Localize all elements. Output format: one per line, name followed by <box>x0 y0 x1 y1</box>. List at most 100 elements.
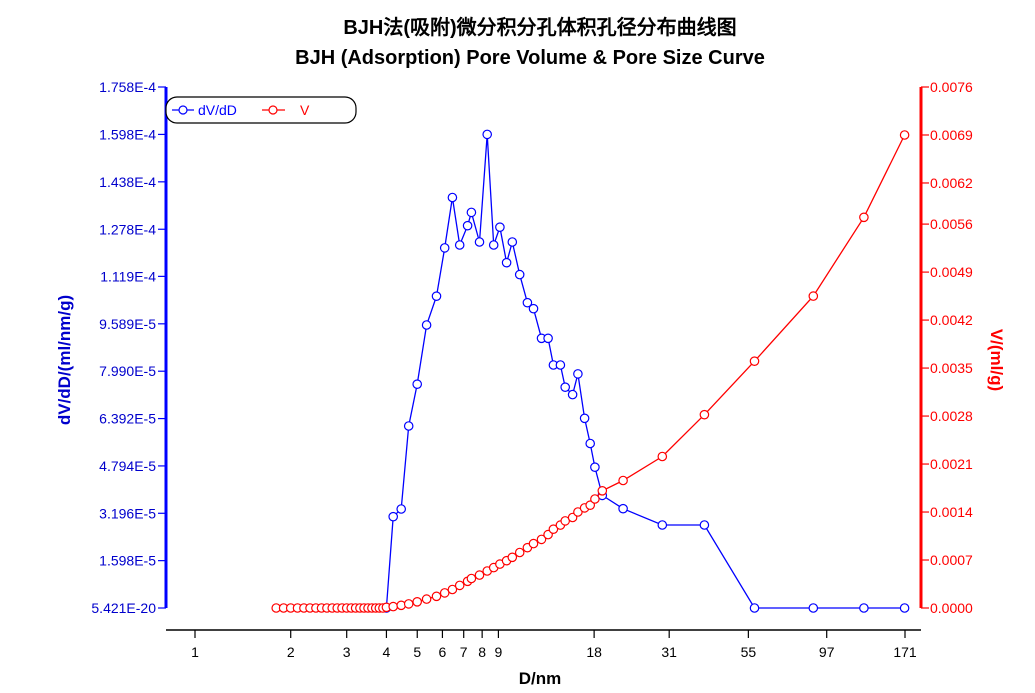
series-dvdd <box>276 129 910 613</box>
x-tick-label: 2 <box>287 644 295 660</box>
x-tick-label: 1 <box>191 644 199 660</box>
data-point <box>699 520 710 530</box>
data-point <box>514 269 525 280</box>
data-point <box>388 511 398 522</box>
x-tick-label: 55 <box>741 644 757 660</box>
series-v <box>271 130 910 613</box>
data-point <box>462 220 473 231</box>
data-point <box>431 291 442 301</box>
y-left-tick-label: 1.278E-4 <box>99 221 156 237</box>
data-point <box>548 524 559 534</box>
data-point <box>501 257 512 268</box>
data-point <box>466 207 477 218</box>
y-right-tick-label: 0.0062 <box>930 175 973 191</box>
data-point <box>474 570 485 580</box>
legend-label-v: V <box>300 102 310 118</box>
data-point <box>618 475 628 486</box>
y-left-tick-label: 5.421E-20 <box>91 600 156 616</box>
data-point <box>454 580 465 591</box>
data-point <box>412 379 422 389</box>
data-point <box>447 192 458 203</box>
data-point <box>447 584 458 595</box>
axes <box>164 87 923 631</box>
y-left-tick-label: 7.990E-5 <box>99 363 156 379</box>
data-point <box>859 603 869 613</box>
data-point <box>439 243 450 253</box>
y-left-axis-label: dV/dD/(ml/nm/g) <box>55 295 74 425</box>
x-tick-label: 7 <box>460 644 468 660</box>
data-point <box>507 552 518 563</box>
data-point <box>808 603 819 613</box>
data-point <box>403 421 414 431</box>
data-point <box>657 451 668 462</box>
data-point <box>597 485 608 496</box>
data-point <box>431 591 442 602</box>
x-axis-label: D/nm <box>519 669 562 688</box>
data-point <box>488 240 499 250</box>
data-point <box>560 382 570 392</box>
legend: dV/dD V <box>165 96 357 124</box>
data-point <box>749 603 760 613</box>
data-point <box>699 409 710 420</box>
x-tick-label: 6 <box>439 644 447 660</box>
x-tick-label: 8 <box>478 644 486 660</box>
y-right-axis-label: V/(ml/g) <box>987 329 1006 391</box>
data-point <box>808 291 819 301</box>
data-point <box>421 594 432 604</box>
y-left-tick-label: 1.598E-5 <box>99 553 156 569</box>
data-point <box>507 237 518 247</box>
y-right-tick-label: 0.0021 <box>930 456 973 472</box>
y-left-tick-label: 1.598E-4 <box>99 126 156 142</box>
series-line <box>276 134 905 609</box>
y-right-tick-label: 0.0007 <box>930 552 973 568</box>
data-point <box>585 500 595 510</box>
series-line <box>276 134 906 609</box>
y-left-tick-label: 1.438E-4 <box>99 174 156 190</box>
legend-box <box>165 96 357 124</box>
x-tick-label: 4 <box>383 644 391 660</box>
x-tick-label: 97 <box>819 644 835 660</box>
series-layer <box>271 129 910 613</box>
y-right-tick-label: 0.0014 <box>930 504 973 520</box>
legend-marker-v <box>268 105 278 115</box>
y-right-tick-label: 0.0000 <box>930 600 973 616</box>
data-point <box>579 413 590 424</box>
x-tick-label: 171 <box>893 644 917 660</box>
data-point <box>522 297 533 308</box>
y-right-tick-label: 0.0042 <box>930 312 973 328</box>
x-tick-label: 9 <box>495 644 503 660</box>
data-point <box>590 462 600 472</box>
data-point <box>657 520 668 530</box>
y-left-tick-label: 1.758E-4 <box>99 79 156 95</box>
x-tick-label: 5 <box>413 644 421 660</box>
y-right-tick-label: 0.0035 <box>930 360 973 376</box>
data-point <box>590 494 600 504</box>
data-point <box>454 240 465 250</box>
y-left-tick-label: 9.589E-5 <box>99 316 156 332</box>
x-tick-label: 3 <box>343 644 351 660</box>
y-left-tick-label: 3.196E-5 <box>99 505 156 521</box>
data-point <box>482 129 492 140</box>
y-right-tick-label: 0.0056 <box>930 216 973 232</box>
data-point <box>412 596 422 607</box>
data-point <box>421 320 432 330</box>
data-point <box>396 504 406 514</box>
data-point <box>749 356 760 366</box>
ticks: 5.421E-20 1.598E-5 3.196E-5 4.794E-5 6.392E-… <box>91 79 973 660</box>
data-point <box>567 389 578 400</box>
y-right-tick-label: 0.0049 <box>930 264 973 280</box>
data-point <box>403 599 414 609</box>
data-point <box>859 212 869 223</box>
data-point <box>573 369 583 379</box>
data-point <box>536 534 547 545</box>
chart-subtitle: BJH (Adsorption) Pore Volume & Pore Size… <box>295 47 765 69</box>
y-left-tick-label: 6.392E-5 <box>99 411 156 427</box>
data-point <box>474 237 485 247</box>
legend-label-dvdd: dV/dD <box>198 102 237 118</box>
data-point <box>495 222 505 232</box>
y-right-tick-label: 0.0076 <box>930 79 973 95</box>
data-point <box>439 588 450 598</box>
data-point <box>899 130 910 140</box>
data-point <box>388 601 398 612</box>
